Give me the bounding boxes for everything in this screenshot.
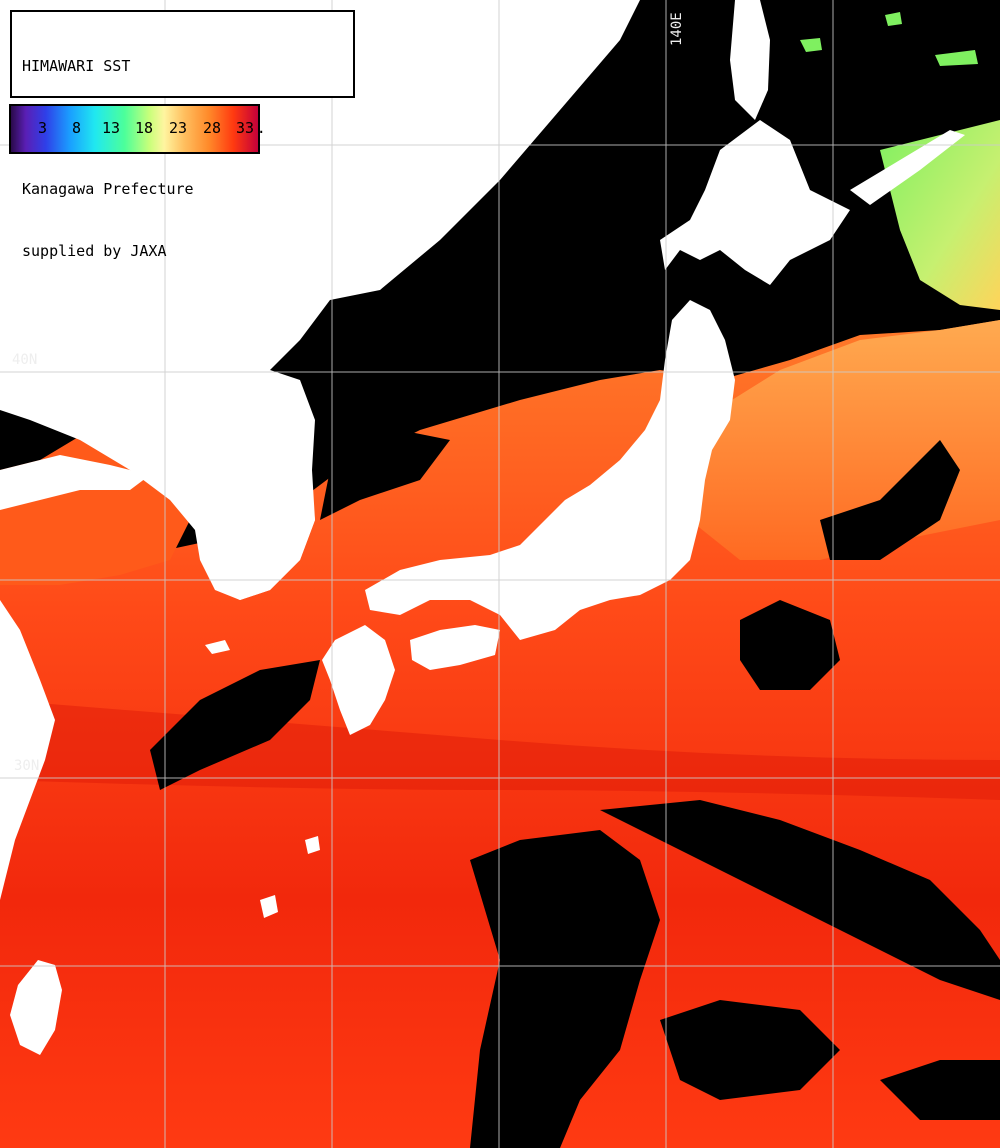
sakhalin xyxy=(730,0,770,120)
legend-tick: 8 xyxy=(72,119,82,137)
latitude-label-40n: 40N xyxy=(12,352,38,368)
temperature-color-scale: 3 8 13 18 23 28 33 xyxy=(9,104,260,154)
legend-tick: 13 xyxy=(102,119,121,137)
china-coast xyxy=(0,600,55,900)
legend-tick: 23 xyxy=(169,119,188,137)
korea-peninsula xyxy=(220,370,315,600)
honshu xyxy=(365,300,735,640)
latitude-label-30n: 30N xyxy=(14,758,40,774)
legend-tick: 33 xyxy=(236,119,255,137)
legend-tick: 3 xyxy=(38,119,48,137)
title-box: HIMAWARI SST 2025/08/28 09(UTC) 3H Comp.… xyxy=(10,10,355,260)
credit-line: supplied by JAXA xyxy=(22,241,167,260)
longitude-label-140e: 140E xyxy=(669,12,685,46)
cloud-mask xyxy=(0,380,1000,1148)
legend-tick: 18 xyxy=(135,119,154,137)
kyushu xyxy=(322,625,395,735)
region-line: Kanagawa Prefecture xyxy=(22,180,194,198)
title-line: HIMAWARI SST xyxy=(22,57,131,75)
legend-tick: 28 xyxy=(203,119,222,137)
shikoku xyxy=(410,625,500,670)
taiwan xyxy=(10,960,62,1055)
shandong-peninsula xyxy=(0,455,150,510)
kuril-arc xyxy=(850,130,965,205)
hokkaido xyxy=(660,120,850,285)
